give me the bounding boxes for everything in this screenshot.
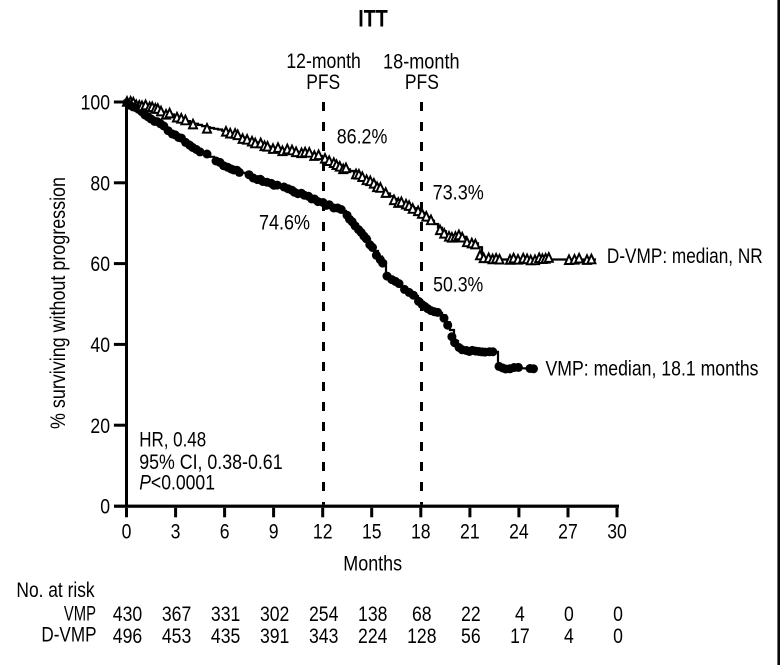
svg-text:496: 496 [113, 625, 142, 648]
svg-text:68: 68 [412, 603, 432, 626]
svg-text:254: 254 [309, 603, 339, 626]
svg-text:D-VMP: D-VMP [41, 624, 96, 647]
svg-text:18: 18 [411, 521, 431, 544]
svg-text:100: 100 [81, 92, 110, 115]
svg-text:0: 0 [564, 603, 574, 626]
svg-text:331: 331 [211, 603, 240, 626]
svg-text:21: 21 [460, 521, 480, 544]
svg-text:453: 453 [162, 625, 191, 648]
svg-text:No. at risk: No. at risk [16, 579, 95, 602]
svg-text:128: 128 [407, 625, 436, 648]
svg-text:PFS: PFS [306, 71, 340, 94]
svg-text:D-VMP: median, NR: D-VMP: median, NR [607, 245, 763, 268]
svg-text:80: 80 [90, 172, 110, 195]
svg-text:30: 30 [607, 521, 627, 544]
svg-text:0: 0 [122, 521, 132, 544]
svg-text:HR, 0.48: HR, 0.48 [139, 429, 206, 452]
svg-text:18-month: 18-month [383, 51, 460, 74]
svg-text:PFS: PFS [405, 71, 439, 94]
svg-text:27: 27 [558, 521, 578, 544]
svg-text:12: 12 [313, 521, 333, 544]
svg-text:430: 430 [113, 603, 142, 626]
svg-text:74.6%: 74.6% [259, 212, 310, 235]
svg-text:9: 9 [269, 521, 279, 544]
svg-text:73.3%: 73.3% [433, 182, 484, 205]
svg-text:56: 56 [461, 625, 481, 648]
svg-text:435: 435 [211, 625, 240, 648]
svg-text:0: 0 [613, 625, 623, 648]
svg-text:22: 22 [461, 603, 481, 626]
svg-text:367: 367 [162, 603, 191, 626]
svg-text:302: 302 [260, 603, 289, 626]
svg-text:% surviving without progressio: % surviving without progression [47, 177, 70, 429]
svg-text:P<0.0001: P<0.0001 [139, 472, 215, 495]
svg-text:391: 391 [260, 625, 289, 648]
svg-text:86.2%: 86.2% [337, 125, 388, 148]
svg-text:95% CI, 0.38-0.61: 95% CI, 0.38-0.61 [139, 451, 282, 474]
svg-text:17: 17 [510, 625, 530, 648]
svg-text:138: 138 [358, 603, 387, 626]
svg-text:0: 0 [613, 603, 623, 626]
svg-text:6: 6 [220, 521, 230, 544]
svg-text:20: 20 [90, 415, 110, 438]
svg-text:0: 0 [100, 496, 110, 519]
svg-text:3: 3 [171, 521, 181, 544]
svg-text:343: 343 [309, 625, 338, 648]
svg-text:4: 4 [515, 603, 525, 626]
svg-text:4: 4 [564, 625, 574, 648]
svg-text:224: 224 [358, 625, 388, 648]
svg-text:50.3%: 50.3% [433, 274, 483, 297]
svg-text:ITT: ITT [358, 6, 388, 33]
svg-text:Months: Months [343, 553, 402, 576]
svg-text:12-month: 12-month [286, 50, 361, 73]
svg-text:24: 24 [509, 521, 529, 544]
svg-text:40: 40 [90, 334, 110, 357]
svg-text:60: 60 [90, 253, 110, 276]
svg-text:15: 15 [362, 521, 382, 544]
svg-text:VMP: VMP [64, 603, 96, 626]
svg-text:VMP: median, 18.1 months: VMP: median, 18.1 months [546, 357, 759, 380]
